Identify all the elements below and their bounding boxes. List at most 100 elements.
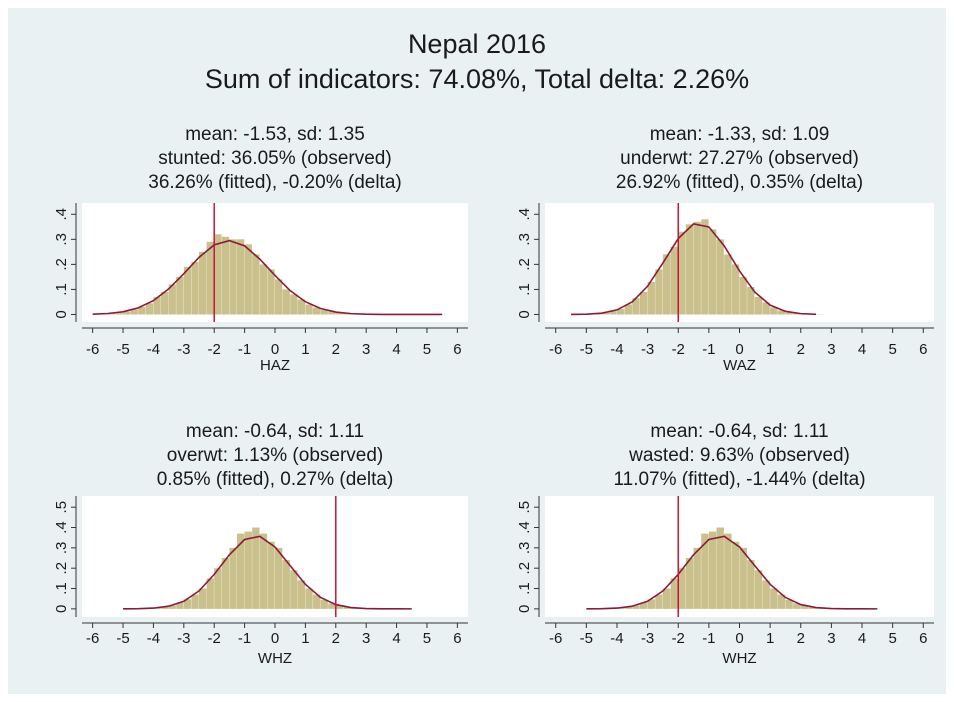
x-tick-label: -2 bbox=[672, 341, 685, 358]
histogram-bar bbox=[632, 298, 640, 315]
histogram-bar bbox=[724, 254, 732, 315]
x-tick-label: -2 bbox=[208, 630, 221, 647]
histogram-bar bbox=[282, 289, 290, 315]
histogram-bar bbox=[793, 603, 801, 609]
histogram-bar bbox=[168, 284, 176, 315]
histogram-bar bbox=[214, 234, 222, 315]
histogram-bar bbox=[747, 560, 755, 609]
histogram-bar bbox=[655, 269, 663, 315]
histogram-bar bbox=[716, 527, 724, 609]
histogram-bar bbox=[693, 547, 701, 609]
histogram-bar bbox=[670, 246, 678, 315]
x-axis-label: WHZ bbox=[258, 650, 292, 667]
x-axis-label: WHZ bbox=[722, 650, 756, 667]
histogram-bar bbox=[312, 307, 321, 315]
histogram-bar bbox=[616, 308, 625, 315]
histogram-bar bbox=[199, 251, 207, 315]
y-tick-label: .3 bbox=[516, 233, 533, 246]
histogram-bar bbox=[785, 312, 793, 315]
x-tick-label: 6 bbox=[919, 630, 927, 647]
panel-title: mean: -0.64, sd: 1.11 bbox=[186, 421, 364, 442]
x-tick-label: -3 bbox=[177, 341, 190, 358]
y-tick-label: .1 bbox=[516, 582, 533, 595]
x-tick-label: -3 bbox=[177, 630, 190, 647]
histogram-bar bbox=[320, 599, 328, 609]
fitted-curve bbox=[586, 535, 878, 610]
x-tick-label: 3 bbox=[362, 630, 370, 647]
x-tick-label: 1 bbox=[766, 630, 774, 647]
y-tick-label: .1 bbox=[53, 283, 70, 296]
histogram-bar bbox=[312, 594, 321, 609]
histogram-bar bbox=[153, 296, 161, 315]
panel-title: 26.92% (fitted), 0.35% (delta) bbox=[616, 172, 863, 193]
histogram-bar bbox=[237, 533, 245, 609]
histogram-bar bbox=[685, 224, 694, 315]
histogram-bar bbox=[670, 578, 678, 609]
histogram-bar bbox=[252, 254, 260, 315]
histogram-bar bbox=[724, 533, 732, 609]
y-tick-label: .4 bbox=[516, 208, 533, 221]
histogram-bar bbox=[335, 605, 344, 609]
histogram-bar bbox=[701, 533, 709, 609]
histogram-bar bbox=[123, 311, 131, 315]
histogram-bar bbox=[762, 302, 770, 315]
figure-subtitle: Sum of indicators: 74.08%, Total delta: … bbox=[205, 64, 749, 94]
panel-title: underwt: 27.27% (observed) bbox=[620, 148, 859, 169]
y-tick-label: .1 bbox=[516, 283, 533, 296]
histogram-bar bbox=[161, 291, 169, 315]
x-axis-label: HAZ bbox=[260, 357, 290, 374]
x-axis-label: WAZ bbox=[723, 357, 756, 374]
histogram-bar bbox=[130, 309, 138, 315]
histogram-bar bbox=[244, 531, 252, 609]
x-tick-label: 2 bbox=[797, 341, 805, 358]
y-tick-label: .5 bbox=[53, 501, 70, 514]
x-tick-label: 3 bbox=[827, 341, 835, 358]
x-tick-label: 1 bbox=[301, 341, 309, 358]
histogram-bar bbox=[328, 603, 336, 609]
figure-title: Nepal 2016 bbox=[408, 29, 546, 59]
x-tick-label: 2 bbox=[797, 630, 805, 647]
histogram-bar bbox=[632, 605, 640, 609]
histogram-bar bbox=[145, 303, 154, 315]
y-tick-label: .2 bbox=[516, 258, 533, 271]
histogram-bar bbox=[685, 558, 694, 609]
histogram-bar bbox=[168, 605, 176, 609]
histogram-bar bbox=[770, 307, 778, 315]
histogram-bar bbox=[183, 266, 192, 315]
x-tick-label: 3 bbox=[827, 630, 835, 647]
histogram-bar bbox=[206, 578, 214, 609]
x-tick-label: -1 bbox=[238, 630, 251, 647]
x-tick-label: 5 bbox=[423, 341, 431, 358]
histogram-bar bbox=[624, 304, 632, 315]
histogram-bar bbox=[221, 236, 230, 315]
histogram-bar bbox=[267, 541, 275, 609]
histogram-bar bbox=[305, 304, 313, 315]
histogram-bar bbox=[739, 276, 747, 315]
x-tick-label: 1 bbox=[766, 341, 774, 358]
histogram-bar bbox=[176, 602, 184, 609]
histogram-bar bbox=[259, 533, 268, 609]
histogram-bar bbox=[244, 244, 252, 315]
x-tick-label: -6 bbox=[86, 630, 99, 647]
panel-title: mean: -1.33, sd: 1.09 bbox=[650, 124, 830, 145]
histogram-bar bbox=[221, 558, 230, 609]
x-tick-label: -2 bbox=[672, 630, 685, 647]
histogram-bar bbox=[237, 239, 245, 315]
y-tick-label: .4 bbox=[53, 208, 70, 221]
histogram-bar bbox=[693, 221, 701, 315]
y-tick-label: .2 bbox=[516, 562, 533, 575]
histogram-bar bbox=[282, 560, 290, 609]
histogram-bar bbox=[601, 312, 610, 315]
histogram-bar bbox=[624, 606, 632, 609]
histogram-bar bbox=[275, 547, 283, 609]
x-tick-label: 2 bbox=[332, 341, 340, 358]
y-tick-label: .1 bbox=[53, 582, 70, 595]
histogram-bar bbox=[206, 241, 214, 315]
histogram-bar bbox=[229, 547, 237, 609]
panel-title: mean: -0.64, sd: 1.11 bbox=[650, 421, 828, 442]
x-tick-label: -1 bbox=[238, 341, 251, 358]
histogram-bar bbox=[328, 311, 336, 315]
x-tick-label: -4 bbox=[147, 341, 160, 358]
histogram-bar bbox=[678, 231, 686, 315]
x-tick-label: -5 bbox=[116, 630, 129, 647]
